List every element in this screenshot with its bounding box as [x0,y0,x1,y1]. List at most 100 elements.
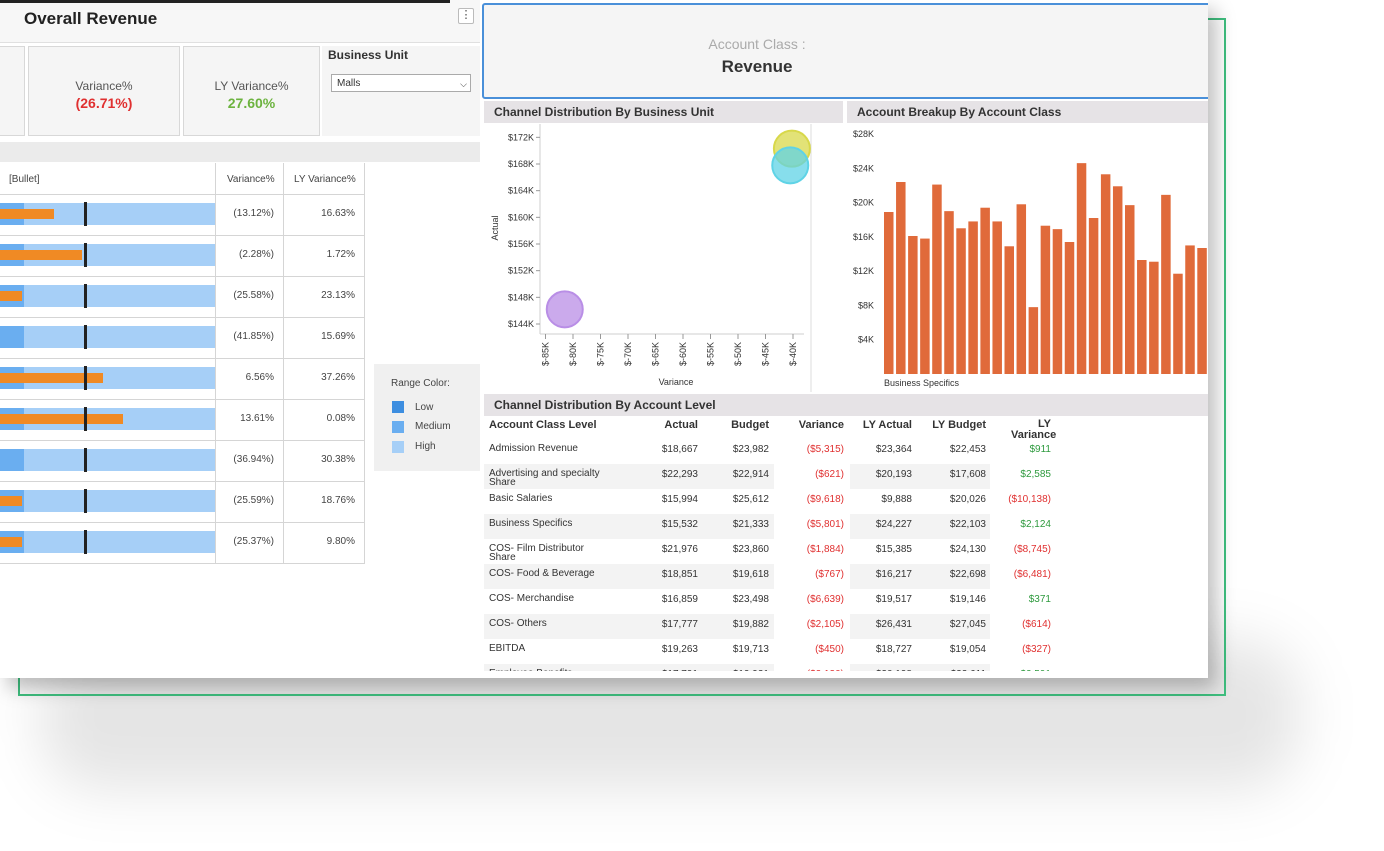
x-tick-label: $-45K [761,342,771,366]
kpi-label: Variance% [75,79,133,93]
target-marker [84,489,87,513]
ly-variance-cell: ($327) [1022,644,1051,655]
kpi-card-variance: Variance% (26.71%) [28,46,180,136]
col-header-actual: Actual [664,419,698,431]
variance-cell: (2.28%) [238,249,274,260]
kpi-label: LY Variance% [214,79,289,93]
scatter-chart: $172K $168K $164K $160K $156K $152K $148K $144K… [490,124,832,392]
col-header-ly-budget: LY Budget [932,419,986,431]
section-divider [0,142,480,162]
bullet-row: (2.28%) 1.72% [0,235,364,277]
ly-budget-cell: $22,611 [484,669,986,671]
bar [1040,225,1051,374]
budget-cell: $19,618 [732,569,769,580]
ly-actual-cell: $24,227 [875,519,912,530]
actual-cell: $15,532 [661,519,698,530]
row-shade [850,664,990,671]
bar [1076,163,1087,374]
x-tick-label: $-55K [706,342,716,366]
row-shade [850,464,990,489]
budget-cell: $19,713 [732,644,769,655]
chevron-down-icon: ⌵ [460,79,467,89]
kpi-value: (26.71%) [75,95,133,111]
ly-budget-cell: $20,026 [949,494,986,505]
panel-title-channel-bu: Channel Distribution By Business Unit [484,101,843,123]
top-divider [0,0,450,3]
bar [1100,174,1111,374]
ly-actual-cell: $15,385 [875,544,912,555]
legend-swatch-low [392,401,404,413]
ly-variance-cell: 37.26% [321,372,355,383]
table-row: COS- Merchandise $16,859 $23,498 ($6,639) $1… [484,589,1208,614]
actual-cell: $19,263 [661,644,698,655]
bar [920,238,930,374]
y-tick-label: $12K [853,266,874,276]
actual-bar [0,414,123,424]
range-high-bar [0,285,215,307]
target-marker [84,202,87,226]
y-tick-label: $168K [508,159,534,169]
target-marker [84,284,87,308]
ly-variance-cell: ($614) [1022,619,1051,630]
y-tick-label: $172K [508,132,534,142]
legend-title: Range Color: [391,378,450,389]
actual-bar [0,496,22,506]
variance-cell: ($9,618) [806,494,844,505]
ly-actual-cell: $20,198 [484,669,912,671]
ly-variance-cell: 16.63% [321,208,355,219]
y-axis-label: Actual [490,215,500,240]
budget-cell: $23,860 [732,544,769,555]
ly-variance-cell: $2,585 [1020,469,1051,480]
account-class-card[interactable]: Account Class : Revenue [482,3,1208,99]
variance-cell: 6.56% [245,372,274,383]
ly-variance-cell: 30.38% [321,454,355,465]
table-row: Advertising and specialty Share $22,293 $2… [484,464,1208,489]
y-tick-label: $160K [508,212,534,222]
x-tick-label: $-75K [596,342,606,366]
x-tick-label: $-65K [651,342,661,366]
bar [1161,194,1171,374]
bullet-row: (13.12%) 16.63% [0,194,364,236]
legend-swatch-medium [392,421,404,433]
ly-budget-cell: $17,608 [949,469,986,480]
variance-cell: (13.12%) [233,208,274,219]
bullet-row: (25.59%) 18.76% [0,481,364,523]
ly-variance-cell: 9.80% [326,536,355,547]
actual-cell: $17,791 [484,669,698,671]
x-tick-label: $-40K [788,342,798,366]
bar [1197,248,1207,374]
range-medium-bar [0,449,24,471]
range-color-legend: Range Color: Low Medium High [374,364,480,471]
x-tick-label: $-70K [623,342,633,366]
header-variance: Variance% [227,174,275,185]
business-unit-select[interactable]: Malls ⌵ [331,74,471,92]
ly-actual-cell: $18,727 [875,644,912,655]
bar [1149,261,1159,374]
ly-variance-cell: 23.13% [321,290,355,301]
business-unit-selected: Malls [337,78,361,89]
account-level-table: Account Class Level Actual Budget Varian… [484,417,1208,671]
ly-variance-cell: 18.76% [321,495,355,506]
actual-cell: $18,667 [661,444,698,455]
x-tick-label: $-80K [568,342,578,366]
legend-label-medium: Medium [415,421,451,432]
row-shade [484,664,774,671]
ly-actual-cell: $19,517 [875,594,912,605]
bar [896,182,906,374]
row-shade [484,464,774,489]
ly-variance-cell: 1.72% [326,249,355,260]
range-medium-bar [0,326,24,348]
ly-variance-cell: ($10,138) [1008,494,1051,505]
row-shade [484,514,774,539]
page-title: Overall Revenue [24,9,158,28]
y-tick-label: $16K [853,232,874,242]
more-options-icon[interactable]: ⋮ [458,8,474,24]
actual-cell: $16,859 [661,594,698,605]
bar [1028,307,1039,374]
ly-budget-cell: $19,054 [949,644,986,655]
table-row: Admission Revenue $18,667 $23,982 ($5,315) $… [484,439,1208,464]
scatter-chart-container: $172K $168K $164K $160K $156K $152K $148K $144K… [484,124,832,392]
ly-variance-cell: $911 [1029,444,1051,455]
bullet-row: (36.94%) 30.38% [0,440,364,482]
ly-budget-cell: $27,045 [949,619,986,630]
